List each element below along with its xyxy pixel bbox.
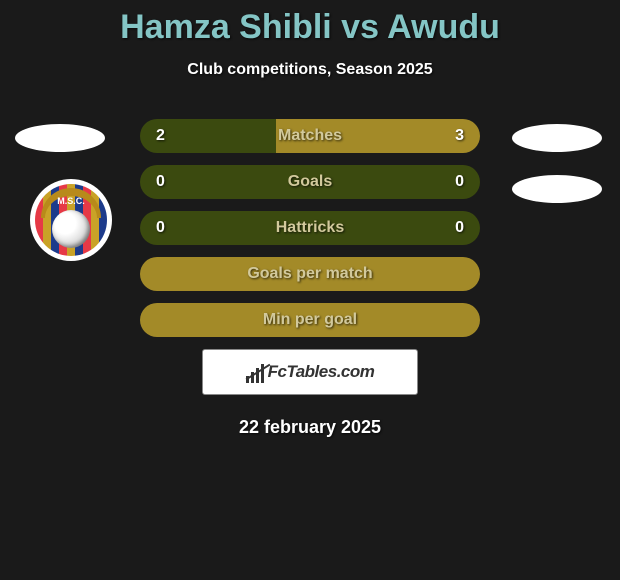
stat-right-value: 0 [455,219,464,237]
stat-label: Goals per match [156,265,464,283]
stats-area: M.S.C. 2 Matches 3 0 Goals 0 0 Hatt [0,119,620,438]
stat-label: Min per goal [156,311,464,329]
infographic-container: Hamza Shibli vs Awudu Club competitions,… [0,0,620,438]
stat-label: Hattricks [165,219,455,237]
stat-left-value: 0 [156,173,165,191]
club-badge: M.S.C. [30,179,112,261]
stat-row-min-per-goal: Min per goal [140,303,480,337]
soccer-ball-icon [52,210,90,248]
player-right-placeholder-1 [512,124,602,152]
stat-label: Matches [165,127,455,145]
stat-left-value: 0 [156,219,165,237]
bar-chart-icon [246,361,264,383]
page-title: Hamza Shibli vs Awudu [0,0,620,47]
date-label: 22 february 2025 [0,417,620,438]
stat-label: Goals [165,173,455,191]
stat-left-value: 2 [156,127,165,145]
stat-row-goals-per-match: Goals per match [140,257,480,291]
stat-row-hattricks: 0 Hattricks 0 [140,211,480,245]
source-logo: FcTables.com [202,349,418,395]
player-left-placeholder [15,124,105,152]
stat-bars: 2 Matches 3 0 Goals 0 0 Hattricks 0 Goal… [140,119,480,337]
subtitle: Club competitions, Season 2025 [0,61,620,79]
logo-text: FcTables.com [268,362,375,382]
stat-right-value: 0 [455,173,464,191]
player-right-placeholder-2 [512,175,602,203]
stat-row-goals: 0 Goals 0 [140,165,480,199]
stat-row-matches: 2 Matches 3 [140,119,480,153]
badge-stripes: M.S.C. [35,184,107,256]
stat-right-value: 3 [455,127,464,145]
